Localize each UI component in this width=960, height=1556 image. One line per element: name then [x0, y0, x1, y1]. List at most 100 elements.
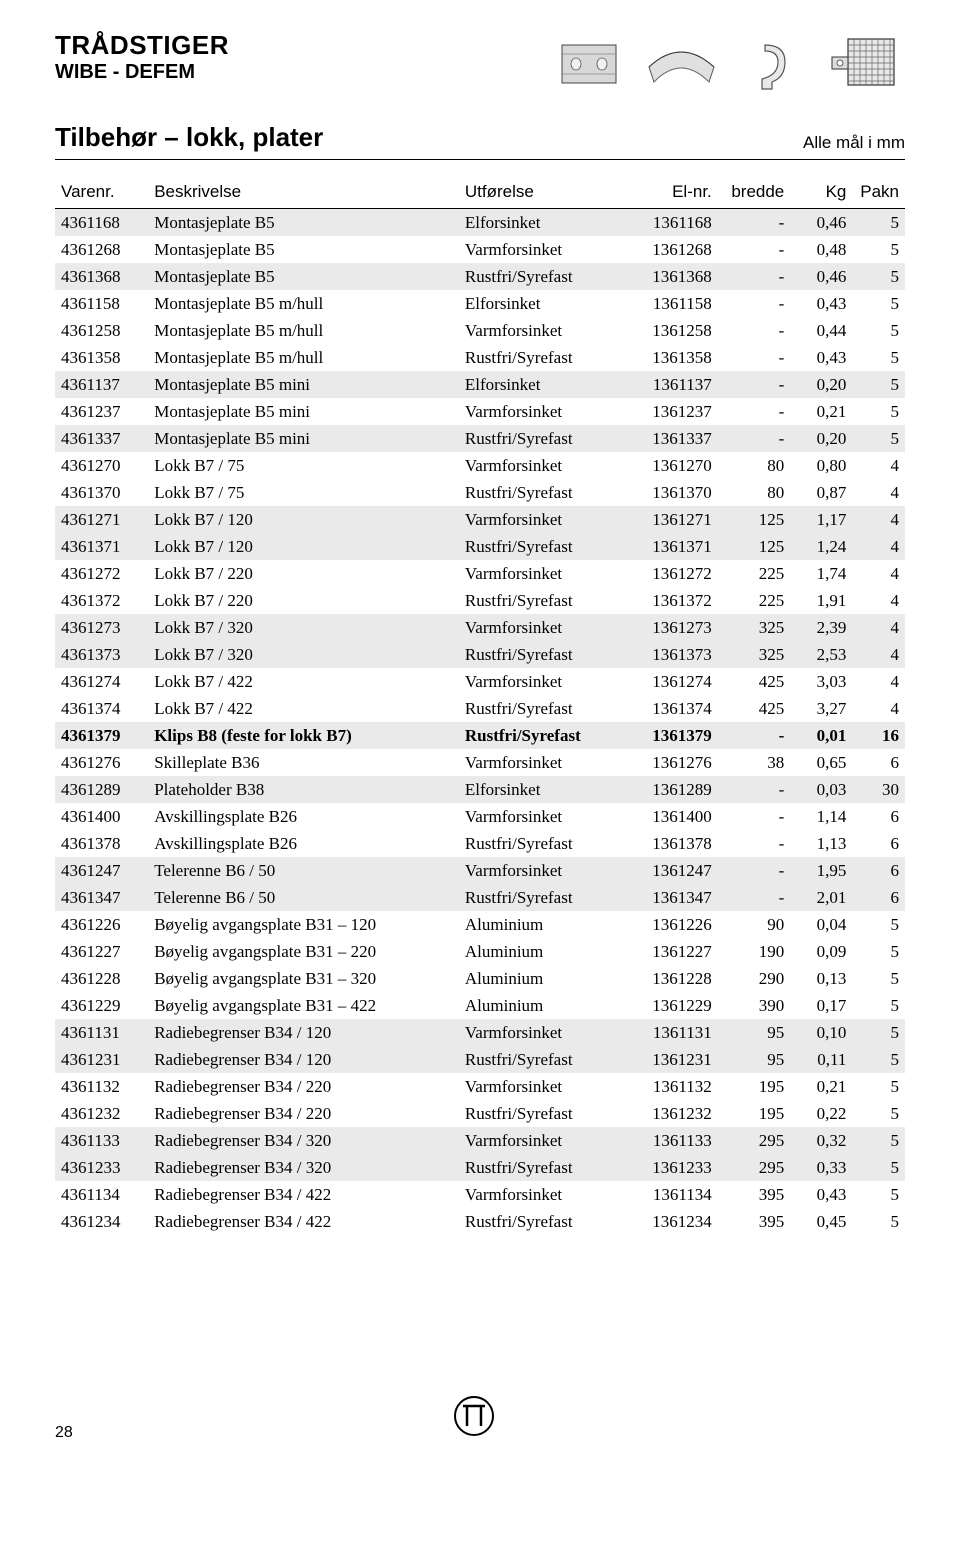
cell-utf: Rustfri/Syrefast	[459, 1100, 625, 1127]
cell-bredde: 90	[718, 911, 790, 938]
cell-kg: 0,17	[790, 992, 852, 1019]
cell-bredde: -	[718, 803, 790, 830]
cell-besk: Montasjeplate B5	[148, 263, 459, 290]
page-header: TRÅDSTIGER WIBE - DEFEM	[55, 30, 905, 94]
table-row: 4361368Montasjeplate B5Rustfri/Syrefast1…	[55, 263, 905, 290]
cell-utf: Varmforsinket	[459, 236, 625, 263]
table-row: 4361379Klips B8 (feste for lokk B7)Rustf…	[55, 722, 905, 749]
cell-varenr: 4361137	[55, 371, 148, 398]
table-row: 4361134Radiebegrenser B34 / 422Varmforsi…	[55, 1181, 905, 1208]
cell-bredde: 195	[718, 1100, 790, 1127]
cell-utf: Rustfri/Syrefast	[459, 695, 625, 722]
cell-utf: Rustfri/Syrefast	[459, 1046, 625, 1073]
cell-bredde: -	[718, 722, 790, 749]
cell-bredde: -	[718, 857, 790, 884]
cell-pakn: 5	[852, 1181, 905, 1208]
product-icons-row	[551, 30, 905, 94]
cell-pakn: 6	[852, 803, 905, 830]
cell-kg: 0,43	[790, 290, 852, 317]
cell-elnr: 1361370	[625, 479, 718, 506]
cell-pakn: 4	[852, 668, 905, 695]
cell-utf: Varmforsinket	[459, 803, 625, 830]
cell-besk: Lokk B7 / 422	[148, 695, 459, 722]
cell-elnr: 1361371	[625, 533, 718, 560]
cell-utf: Rustfri/Syrefast	[459, 263, 625, 290]
cell-pakn: 5	[852, 398, 905, 425]
cell-pakn: 4	[852, 695, 905, 722]
table-row: 4361233Radiebegrenser B34 / 320Rustfri/S…	[55, 1154, 905, 1181]
cell-pakn: 16	[852, 722, 905, 749]
grid-plate-icon	[830, 34, 905, 94]
cell-pakn: 4	[852, 614, 905, 641]
title-sub: WIBE - DEFEM	[55, 61, 229, 84]
cell-bredde: 38	[718, 749, 790, 776]
cell-bredde: 125	[718, 533, 790, 560]
cell-kg: 0,46	[790, 263, 852, 290]
cell-pakn: 5	[852, 965, 905, 992]
cell-utf: Rustfri/Syrefast	[459, 884, 625, 911]
table-body: 4361168Montasjeplate B5Elforsinket136116…	[55, 209, 905, 1236]
cell-elnr: 1361268	[625, 236, 718, 263]
cell-varenr: 4361237	[55, 398, 148, 425]
cell-varenr: 4361131	[55, 1019, 148, 1046]
cell-kg: 0,48	[790, 236, 852, 263]
cell-bredde: 325	[718, 641, 790, 668]
cell-varenr: 4361374	[55, 695, 148, 722]
cell-pakn: 4	[852, 533, 905, 560]
cell-besk: Montasjeplate B5 m/hull	[148, 344, 459, 371]
cell-elnr: 1361372	[625, 587, 718, 614]
cell-bredde: 325	[718, 614, 790, 641]
page-number: 28	[55, 1424, 73, 1442]
cell-utf: Varmforsinket	[459, 1127, 625, 1154]
cell-elnr: 1361337	[625, 425, 718, 452]
cell-kg: 2,39	[790, 614, 852, 641]
cell-besk: Montasjeplate B5 m/hull	[148, 317, 459, 344]
cell-besk: Montasjeplate B5 mini	[148, 425, 459, 452]
cell-bredde: 295	[718, 1154, 790, 1181]
table-row: 4361273Lokk B7 / 320Varmforsinket1361273…	[55, 614, 905, 641]
cell-besk: Radiebegrenser B34 / 120	[148, 1019, 459, 1046]
cell-pakn: 5	[852, 938, 905, 965]
cell-kg: 3,27	[790, 695, 852, 722]
cell-bredde: 80	[718, 452, 790, 479]
cell-kg: 0,44	[790, 317, 852, 344]
cell-bredde: -	[718, 398, 790, 425]
cell-bredde: -	[718, 317, 790, 344]
cell-bredde: 95	[718, 1046, 790, 1073]
cell-kg: 0,01	[790, 722, 852, 749]
table-row: 4361234Radiebegrenser B34 / 422Rustfri/S…	[55, 1208, 905, 1235]
column-header-utf: Utførelse	[459, 178, 625, 209]
cell-besk: Lokk B7 / 120	[148, 506, 459, 533]
table-row: 4361358Montasjeplate B5 m/hullRustfri/Sy…	[55, 344, 905, 371]
cell-varenr: 4361368	[55, 263, 148, 290]
cell-utf: Aluminium	[459, 911, 625, 938]
table-row: 4361168Montasjeplate B5Elforsinket136116…	[55, 209, 905, 237]
cell-pakn: 5	[852, 209, 905, 237]
cell-besk: Lokk B7 / 120	[148, 533, 459, 560]
cell-besk: Skilleplate B36	[148, 749, 459, 776]
cell-elnr: 1361132	[625, 1073, 718, 1100]
column-header-besk: Beskrivelse	[148, 178, 459, 209]
cell-varenr: 4361289	[55, 776, 148, 803]
cell-utf: Varmforsinket	[459, 560, 625, 587]
cell-kg: 0,09	[790, 938, 852, 965]
cell-elnr: 1361228	[625, 965, 718, 992]
cell-varenr: 4361133	[55, 1127, 148, 1154]
cell-varenr: 4361347	[55, 884, 148, 911]
cell-varenr: 4361273	[55, 614, 148, 641]
title-main: TRÅDSTIGER	[55, 30, 229, 61]
cell-elnr: 1361232	[625, 1100, 718, 1127]
products-table: Varenr.BeskrivelseUtførelseEl-nr.breddeK…	[55, 178, 905, 1235]
cell-elnr: 1361373	[625, 641, 718, 668]
cell-varenr: 4361158	[55, 290, 148, 317]
cell-bredde: -	[718, 371, 790, 398]
cell-kg: 0,20	[790, 425, 852, 452]
table-row: 4361337Montasjeplate B5 miniRustfri/Syre…	[55, 425, 905, 452]
cell-utf: Rustfri/Syrefast	[459, 830, 625, 857]
cell-elnr: 1361274	[625, 668, 718, 695]
cell-kg: 0,43	[790, 344, 852, 371]
cell-bredde: 395	[718, 1181, 790, 1208]
cell-varenr: 4361270	[55, 452, 148, 479]
table-row: 4361268Montasjeplate B5Varmforsinket1361…	[55, 236, 905, 263]
cell-besk: Radiebegrenser B34 / 320	[148, 1154, 459, 1181]
